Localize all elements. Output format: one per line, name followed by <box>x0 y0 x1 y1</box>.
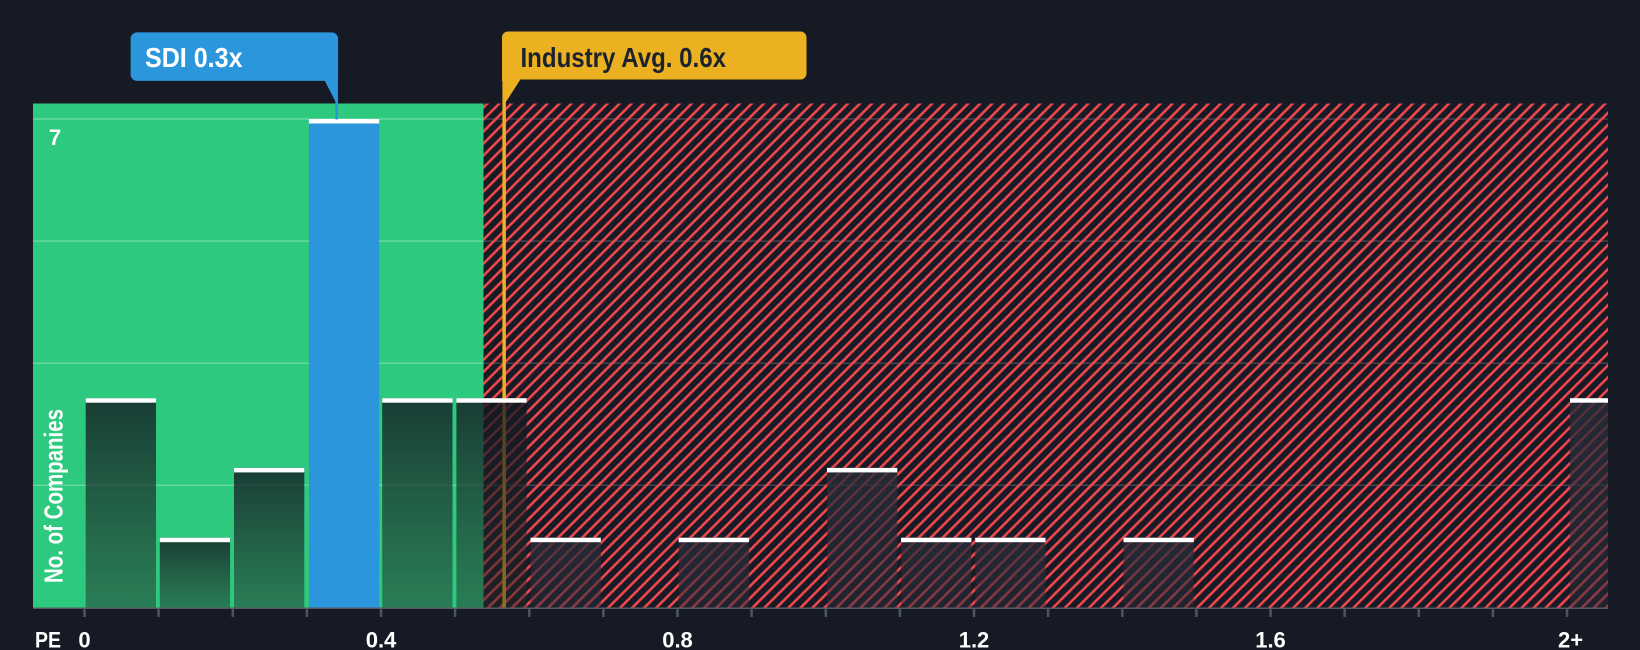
svg-text:7: 7 <box>49 125 61 150</box>
svg-text:1.2: 1.2 <box>959 628 990 650</box>
svg-text:0.8: 0.8 <box>662 628 693 650</box>
svg-text:1.6: 1.6 <box>1255 628 1286 650</box>
svg-text:2+: 2+ <box>1558 628 1583 650</box>
svg-text:No. of Companies: No. of Companies <box>38 409 68 583</box>
svg-text:0.4: 0.4 <box>366 628 397 650</box>
svg-text:Industry Avg. 0.6x: Industry Avg. 0.6x <box>521 42 727 73</box>
svg-text:SDI 0.3x: SDI 0.3x <box>145 42 243 73</box>
svg-text:PE: PE <box>35 628 61 650</box>
svg-text:0: 0 <box>78 628 90 650</box>
